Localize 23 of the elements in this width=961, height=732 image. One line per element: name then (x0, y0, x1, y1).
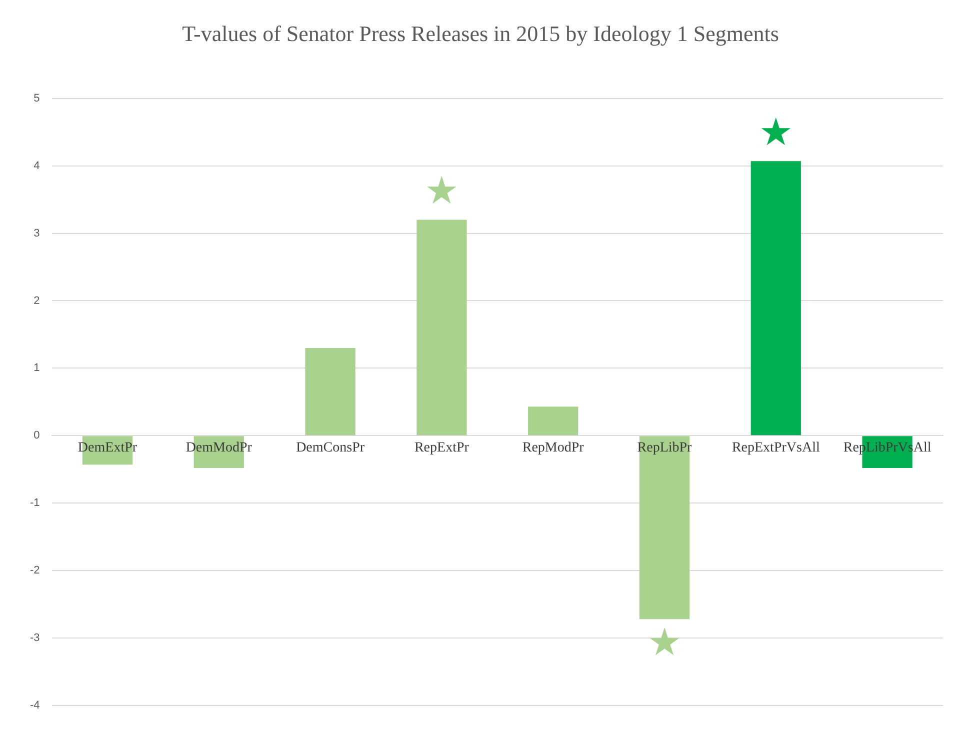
y-tick-label: 1 (34, 362, 40, 374)
x-tick-label: DemConsPr (296, 440, 365, 456)
x-tick-label: RepExtPrVsAll (732, 440, 820, 456)
y-tick-label: 4 (34, 160, 40, 172)
bar (416, 220, 467, 436)
x-tick-label: RepExtPr (414, 440, 470, 456)
y-tick-label: -4 (30, 699, 40, 712)
y-tick-label: -2 (30, 564, 40, 577)
y-tick-label: 0 (34, 430, 40, 442)
y-tick-label: -3 (30, 632, 40, 644)
y-tick-label: 2 (34, 294, 40, 307)
bar (750, 161, 801, 436)
y-tick-label: -1 (30, 497, 40, 510)
annotation: ★ (758, 110, 793, 154)
bar (639, 436, 690, 620)
y-tick-label: 3 (34, 227, 40, 240)
annotation: ★ (424, 168, 459, 213)
bar (528, 406, 578, 436)
annotation: ★ (647, 620, 682, 664)
chart-title: T-values of Senator Press Releases in 2015 by Ideology 1 Segments (182, 20, 779, 46)
x-tick-label: RepModPr (522, 440, 584, 456)
bar (305, 348, 356, 436)
y-tick-label: 5 (34, 92, 40, 104)
